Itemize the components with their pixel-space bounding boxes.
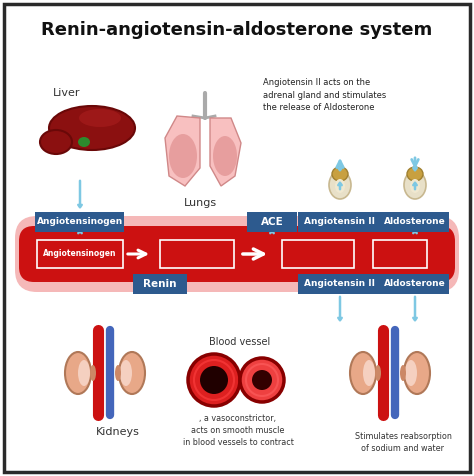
Ellipse shape bbox=[90, 365, 96, 381]
Text: Liver: Liver bbox=[53, 88, 81, 98]
Ellipse shape bbox=[404, 171, 426, 199]
FancyBboxPatch shape bbox=[247, 212, 297, 232]
Text: Aldosterone: Aldosterone bbox=[384, 279, 446, 288]
FancyBboxPatch shape bbox=[381, 212, 449, 232]
FancyBboxPatch shape bbox=[15, 216, 459, 292]
Ellipse shape bbox=[65, 352, 91, 394]
Ellipse shape bbox=[213, 136, 237, 176]
FancyBboxPatch shape bbox=[298, 274, 382, 294]
Ellipse shape bbox=[410, 179, 420, 193]
Text: Kidneys: Kidneys bbox=[96, 427, 140, 437]
Text: Stimulates reabsorption
of sodium and water: Stimulates reabsorption of sodium and wa… bbox=[355, 432, 451, 453]
FancyBboxPatch shape bbox=[373, 240, 427, 268]
Text: Aldosterone: Aldosterone bbox=[384, 218, 446, 227]
Ellipse shape bbox=[332, 167, 348, 181]
Text: Angiotensin II acts on the
adrenal gland and stimulates
the release of Aldostero: Angiotensin II acts on the adrenal gland… bbox=[263, 78, 386, 112]
Circle shape bbox=[188, 354, 240, 406]
Text: ACE: ACE bbox=[261, 217, 283, 227]
FancyBboxPatch shape bbox=[282, 240, 354, 268]
Ellipse shape bbox=[40, 130, 72, 154]
Ellipse shape bbox=[79, 109, 121, 127]
Ellipse shape bbox=[375, 365, 381, 381]
Circle shape bbox=[240, 358, 284, 402]
Polygon shape bbox=[210, 118, 241, 186]
Ellipse shape bbox=[335, 179, 345, 193]
FancyBboxPatch shape bbox=[298, 212, 382, 232]
Ellipse shape bbox=[119, 352, 145, 394]
FancyBboxPatch shape bbox=[381, 274, 449, 294]
Ellipse shape bbox=[329, 171, 351, 199]
FancyBboxPatch shape bbox=[133, 274, 187, 294]
Ellipse shape bbox=[49, 106, 135, 150]
Polygon shape bbox=[165, 116, 200, 186]
Ellipse shape bbox=[404, 352, 430, 394]
FancyBboxPatch shape bbox=[160, 240, 234, 268]
Text: Angiotensinogen: Angiotensinogen bbox=[43, 249, 117, 258]
Ellipse shape bbox=[405, 360, 417, 386]
Ellipse shape bbox=[407, 167, 423, 181]
Ellipse shape bbox=[350, 352, 376, 394]
Ellipse shape bbox=[115, 365, 121, 381]
Text: Angiotensinogen: Angiotensinogen bbox=[37, 218, 123, 227]
Text: , a vasoconstrictor,
acts on smooth muscle
in blood vessels to contract: , a vasoconstrictor, acts on smooth musc… bbox=[182, 414, 293, 446]
Text: Renin: Renin bbox=[143, 279, 177, 289]
Ellipse shape bbox=[400, 365, 406, 381]
Ellipse shape bbox=[363, 360, 375, 386]
FancyBboxPatch shape bbox=[37, 240, 123, 268]
Ellipse shape bbox=[78, 360, 90, 386]
FancyBboxPatch shape bbox=[36, 212, 125, 232]
Text: Lungs: Lungs bbox=[183, 198, 217, 208]
Text: Angiotensin II: Angiotensin II bbox=[304, 218, 375, 227]
Text: Angiotensin II: Angiotensin II bbox=[304, 279, 375, 288]
Circle shape bbox=[200, 366, 228, 394]
Ellipse shape bbox=[169, 134, 197, 178]
Text: Blood vessel: Blood vessel bbox=[210, 337, 271, 347]
Ellipse shape bbox=[78, 137, 90, 147]
Circle shape bbox=[252, 370, 272, 390]
Ellipse shape bbox=[120, 360, 132, 386]
Text: Renin-angiotensin-aldosterone system: Renin-angiotensin-aldosterone system bbox=[41, 21, 433, 39]
FancyBboxPatch shape bbox=[19, 226, 455, 282]
